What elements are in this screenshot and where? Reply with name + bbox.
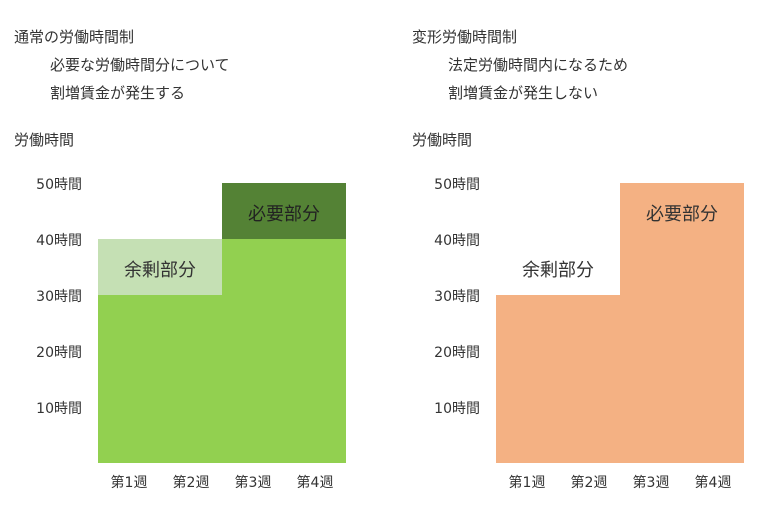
left-base-block [160, 295, 222, 463]
left-surplus-block [160, 239, 222, 295]
left-ytick-50: 50時間 [36, 177, 82, 193]
left-week-4: 第4週 [296, 475, 334, 491]
left-week-3: 第3週 [234, 475, 272, 491]
left-base-block [284, 239, 346, 463]
left-necessary-label: 必要部分 [248, 204, 320, 225]
right-axis-label: 労働時間 [412, 131, 473, 149]
right-week-2: 第2週 [570, 475, 608, 491]
right-hours-block [558, 295, 620, 463]
right-title: 変形労働時間制 [412, 28, 518, 46]
right-hours-block [496, 295, 558, 463]
right-note-2: 割増賃金が発生しない [448, 84, 599, 102]
right-ytick-10: 10時間 [434, 401, 480, 417]
right-week-4: 第4週 [694, 475, 732, 491]
left-axis-label: 労働時間 [14, 131, 75, 149]
left-title: 通常の労働時間制 [14, 28, 135, 46]
right-ytick-50: 50時間 [434, 177, 480, 193]
left-note-2: 割増賃金が発生する [50, 84, 186, 102]
right-ytick-40: 40時間 [434, 233, 480, 249]
left-week-2: 第2週 [172, 475, 210, 491]
right-necessary-label: 必要部分 [646, 204, 718, 225]
right-hours-block [620, 183, 682, 463]
left-ytick-30: 30時間 [36, 289, 82, 305]
right-surplus-label: 余剰部分 [522, 260, 594, 281]
left-ytick-10: 10時間 [36, 401, 82, 417]
right-note-1: 法定労働時間内になるため [448, 56, 629, 74]
left-necessary-block [284, 183, 346, 239]
right-ytick-30: 30時間 [434, 289, 480, 305]
left-ytick-40: 40時間 [36, 233, 82, 249]
right-hours-block [682, 183, 744, 463]
left-ytick-20: 20時間 [36, 345, 82, 361]
left-surplus-block [98, 239, 160, 295]
left-week-1: 第1週 [110, 475, 148, 491]
right-week-3: 第3週 [632, 475, 670, 491]
right-week-1: 第1週 [508, 475, 546, 491]
left-note-1: 必要な労働時間分について [50, 56, 230, 74]
right-ytick-20: 20時間 [434, 345, 480, 361]
left-base-block [222, 239, 284, 463]
left-base-block [98, 295, 160, 463]
left-surplus-label: 余剰部分 [124, 260, 196, 281]
left-necessary-block [222, 183, 284, 239]
